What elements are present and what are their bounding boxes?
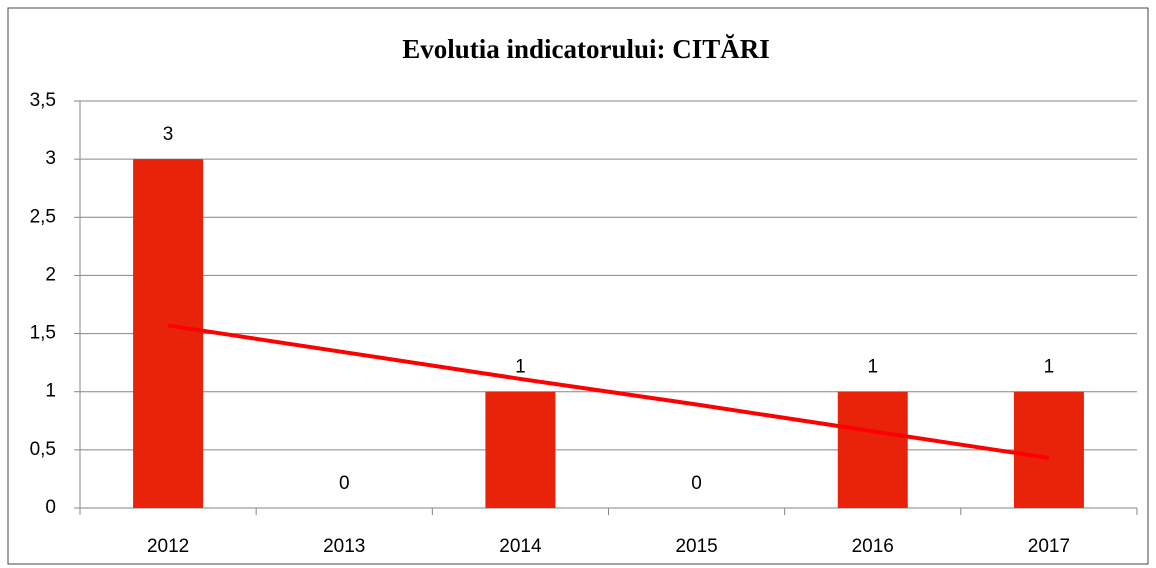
y-tick-label: 0,5 <box>30 439 56 460</box>
y-tick-label: 2,5 <box>30 206 56 227</box>
y-tick-label: 1 <box>45 381 56 402</box>
y-tick-label: 3,5 <box>30 90 56 111</box>
bar <box>133 159 204 508</box>
data-label: 3 <box>163 124 174 145</box>
bar <box>1013 391 1084 508</box>
bar <box>837 391 908 508</box>
x-tick-label: 2013 <box>323 536 365 557</box>
x-tick-label: 2014 <box>499 536 542 557</box>
data-label: 1 <box>867 357 878 378</box>
data-label: 0 <box>339 473 350 494</box>
y-tick-label: 1,5 <box>30 323 56 344</box>
data-label: 0 <box>691 473 702 494</box>
y-tick-label: 3 <box>45 148 56 169</box>
x-tick-label: 2015 <box>675 536 717 557</box>
bar <box>485 391 556 508</box>
y-tick-label: 0 <box>45 497 56 518</box>
x-tick-label: 2012 <box>147 536 189 557</box>
data-label: 1 <box>515 357 526 378</box>
trendline <box>167 323 1050 460</box>
x-tick-label: 2017 <box>1028 536 1070 557</box>
y-tick-label: 2 <box>45 264 56 285</box>
x-tick-label: 2016 <box>852 536 894 557</box>
chart-title: Evolutia indicatorului: CITĂRI <box>402 34 770 64</box>
data-label: 1 <box>1044 357 1055 378</box>
